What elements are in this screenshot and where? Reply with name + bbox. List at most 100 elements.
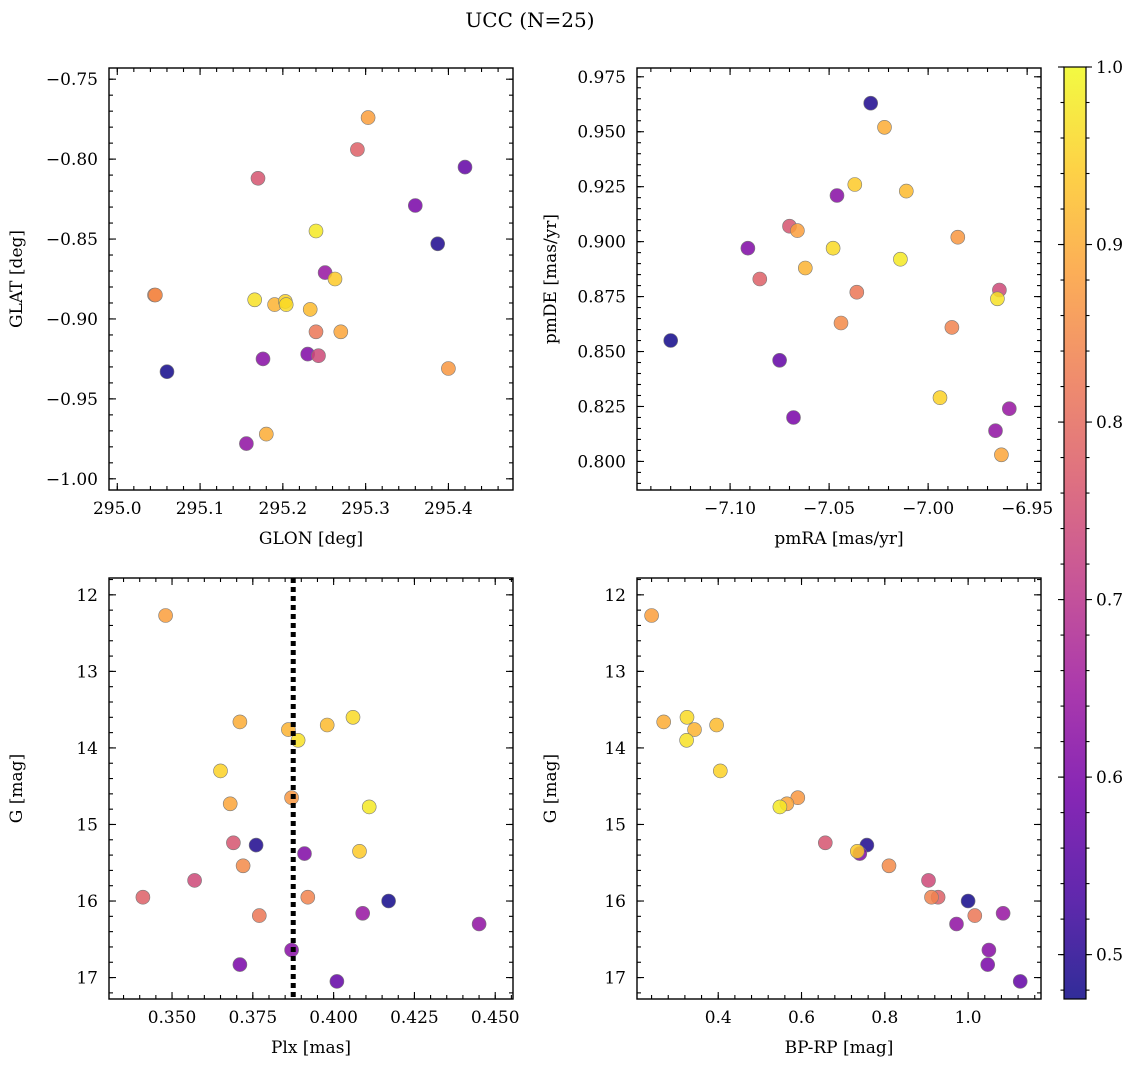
scatter-point — [656, 714, 672, 730]
colorbar-tick-label: 0.5 — [1096, 946, 1123, 966]
x-tick-label: 295.0 — [93, 499, 142, 519]
x-tick-label: −7.10 — [704, 499, 756, 519]
x-axis-label: pmRA [mas/yr] — [774, 529, 903, 549]
panel-glon-glat: 295.0 295.1 295.2 295.3 295.4 −1.00 −0.9… — [7, 67, 514, 549]
y-tick-label: 14 — [604, 739, 626, 759]
scatter-point — [772, 799, 788, 815]
scatter-point — [881, 858, 897, 874]
scatter-point — [297, 846, 312, 861]
x-axis-label: Plx [mas] — [271, 1038, 351, 1058]
scatter-points — [644, 608, 1028, 989]
y-axis-label: G [mag] — [541, 754, 561, 823]
scatter-point — [663, 333, 679, 348]
scatter-point — [232, 957, 248, 972]
scatter-point — [248, 837, 264, 853]
y-tick-label: 15 — [76, 815, 98, 835]
colorbar: 0.5 0.6 0.7 0.8 0.9 1.0 — [1058, 58, 1123, 1000]
scatter-point — [247, 292, 262, 308]
scatter-point — [361, 799, 377, 815]
x-axis-label: BP-RP [mag] — [785, 1038, 894, 1058]
x-tick-label: 0.450 — [471, 1008, 520, 1028]
colorbar-tick-label: 0.7 — [1096, 591, 1123, 611]
y-tick-label: 0.900 — [577, 233, 626, 253]
axes-frame — [108, 577, 514, 1000]
scatter-point — [790, 223, 805, 238]
scatter-point — [924, 889, 939, 905]
scatter-points — [663, 95, 1017, 463]
scatter-point — [235, 858, 251, 874]
scatter-point — [355, 905, 371, 921]
scatter-point — [232, 714, 248, 730]
ticks — [637, 68, 1041, 490]
scatter-point — [949, 916, 964, 932]
scatter-point — [251, 908, 267, 923]
y-tick-label: 17 — [76, 969, 98, 989]
y-tick-label: −1.00 — [46, 470, 98, 490]
scatter-point — [960, 893, 976, 909]
y-tick-label: 16 — [604, 892, 626, 912]
scatter-point — [255, 351, 271, 367]
scatter-point — [847, 177, 863, 192]
y-tick-label: 16 — [76, 892, 98, 912]
scatter-point — [350, 142, 365, 157]
scatter-point — [679, 709, 695, 725]
y-tick-label: 0.850 — [577, 343, 626, 363]
scatter-point — [772, 352, 787, 368]
scatter-point — [360, 110, 376, 125]
scatter-point — [226, 835, 241, 851]
panel-plx-g: 0.350 0.375 0.400 0.425 0.450 12 13 14 1… — [7, 577, 520, 1058]
panel-pmra-pmde: −7.10 −7.05 −7.00 −6.95 0.800 0.825 0.85… — [541, 67, 1053, 549]
x-tick-label: 295.2 — [259, 499, 308, 519]
y-tick-label: 0.800 — [577, 452, 626, 472]
scatter-point — [863, 95, 879, 111]
y-tick-label: −0.90 — [46, 310, 98, 330]
x-tick-label: 0.400 — [309, 1008, 358, 1028]
scatter-point — [994, 447, 1009, 463]
y-tick-label: 0.875 — [577, 288, 626, 308]
colorbar-tick-label: 0.8 — [1096, 413, 1123, 433]
ticks — [109, 68, 513, 490]
scatter-points — [147, 110, 473, 451]
x-tick-label: −7.05 — [803, 499, 855, 519]
scatter-point — [311, 348, 326, 364]
scatter-point — [471, 916, 487, 932]
scatter-point — [932, 390, 948, 406]
scatter-point — [921, 873, 936, 888]
x-tick-label: −6.95 — [1001, 499, 1053, 519]
y-tick-label: 13 — [76, 662, 98, 682]
x-tick-label: 0.8 — [871, 1008, 898, 1028]
scatter-point — [687, 722, 702, 737]
y-tick-label: 0.950 — [577, 123, 626, 143]
y-tick-label: 0.975 — [577, 68, 626, 88]
scatter-point — [222, 796, 238, 812]
x-tick-label: 0.375 — [228, 1008, 277, 1028]
ticks — [637, 578, 1041, 999]
scatter-point — [950, 229, 966, 245]
y-tick-label: 0.925 — [577, 178, 626, 198]
y-tick-label: −0.85 — [46, 230, 98, 250]
scatter-point — [187, 873, 202, 888]
x-tick-label: 295.3 — [341, 499, 390, 519]
x-tick-label: −7.00 — [902, 499, 954, 519]
scatter-point — [213, 763, 228, 779]
x-tick-label: 295.1 — [176, 499, 225, 519]
scatter-point — [817, 835, 833, 851]
scatter-point — [457, 159, 473, 175]
scatter-point — [679, 732, 694, 748]
scatter-point — [709, 717, 724, 733]
y-tick-label: 0.825 — [577, 397, 626, 417]
scatter-point — [329, 974, 345, 989]
scatter-point — [239, 436, 254, 451]
scatter-points — [135, 608, 487, 989]
scatter-point — [944, 320, 960, 335]
scatter-point — [988, 423, 1003, 439]
y-tick-label: 14 — [76, 739, 98, 759]
y-tick-label: 12 — [76, 586, 98, 606]
scatter-point — [278, 297, 294, 312]
axes-frame — [636, 577, 1042, 1000]
axes-frame — [108, 67, 514, 491]
scatter-point — [158, 608, 173, 623]
scatter-point — [740, 240, 756, 256]
scatter-point — [308, 324, 324, 340]
y-axis-label: pmDE [mas/yr] — [541, 214, 561, 344]
